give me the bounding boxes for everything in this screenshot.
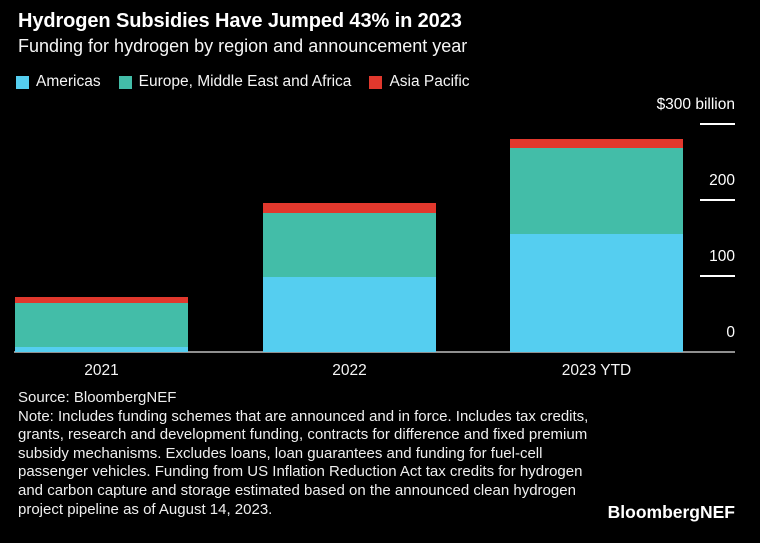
legend-label: Europe, Middle East and Africa bbox=[138, 73, 352, 90]
bar-segment-2023-ytd-americas bbox=[510, 234, 683, 352]
bar-segment-2021-europe-middle-east-and-africa bbox=[15, 303, 188, 347]
footer: Source: BloombergNEF Note: Includes fund… bbox=[18, 389, 610, 519]
bar-segment-2021-asia-pacific bbox=[15, 297, 188, 303]
ytick-line-200 bbox=[700, 199, 735, 201]
ytick-label-0: 0 bbox=[726, 324, 735, 341]
legend-swatch-icon bbox=[369, 75, 383, 89]
xtick-label-2022: 2022 bbox=[332, 362, 367, 379]
legend-swatch-icon bbox=[16, 75, 29, 89]
ytick-label-100: 100 bbox=[709, 248, 735, 265]
bar-segment-2022-europe-middle-east-and-africa bbox=[263, 213, 436, 277]
legend-item-asia-pacific: Asia Pacific bbox=[369, 73, 470, 91]
legend-label: Americas bbox=[36, 73, 101, 90]
bar-segment-2022-americas bbox=[263, 277, 436, 352]
legend-label: Asia Pacific bbox=[389, 73, 470, 90]
xtick-label-2021: 2021 bbox=[84, 362, 119, 379]
bar-segment-2023-ytd-asia-pacific bbox=[510, 139, 683, 148]
legend-swatch-icon bbox=[118, 75, 132, 89]
bar-segment-2021-americas bbox=[15, 347, 188, 352]
bar-segment-2023-ytd-europe-middle-east-and-africa bbox=[510, 148, 683, 234]
bar-segment-2022-asia-pacific bbox=[263, 203, 436, 213]
ytick-line-100 bbox=[700, 275, 735, 277]
legend-item-americas: Americas bbox=[16, 73, 101, 91]
chart-title: Hydrogen Subsidies Have Jumped 43% in 20… bbox=[18, 10, 462, 32]
ytick-label-300: $300 billion bbox=[656, 96, 735, 113]
xtick-label-2023-ytd: 2023 YTD bbox=[561, 362, 632, 379]
legend-item-europe-middle-east-and-africa: Europe, Middle East and Africa bbox=[118, 73, 352, 91]
ytick-label-200: 200 bbox=[709, 172, 735, 189]
source-text: Source: BloombergNEF bbox=[18, 389, 177, 406]
legend: Americas Europe, Middle East and Africa As… bbox=[16, 73, 470, 91]
x-axis-line bbox=[14, 351, 735, 353]
bloombergnef-logo: BloombergNEF bbox=[607, 502, 735, 522]
ytick-line-300 bbox=[700, 123, 735, 125]
chart-subtitle: Funding for hydrogen by region and annou… bbox=[18, 36, 468, 56]
note-text: Note: Includes funding schemes that are … bbox=[18, 407, 589, 518]
